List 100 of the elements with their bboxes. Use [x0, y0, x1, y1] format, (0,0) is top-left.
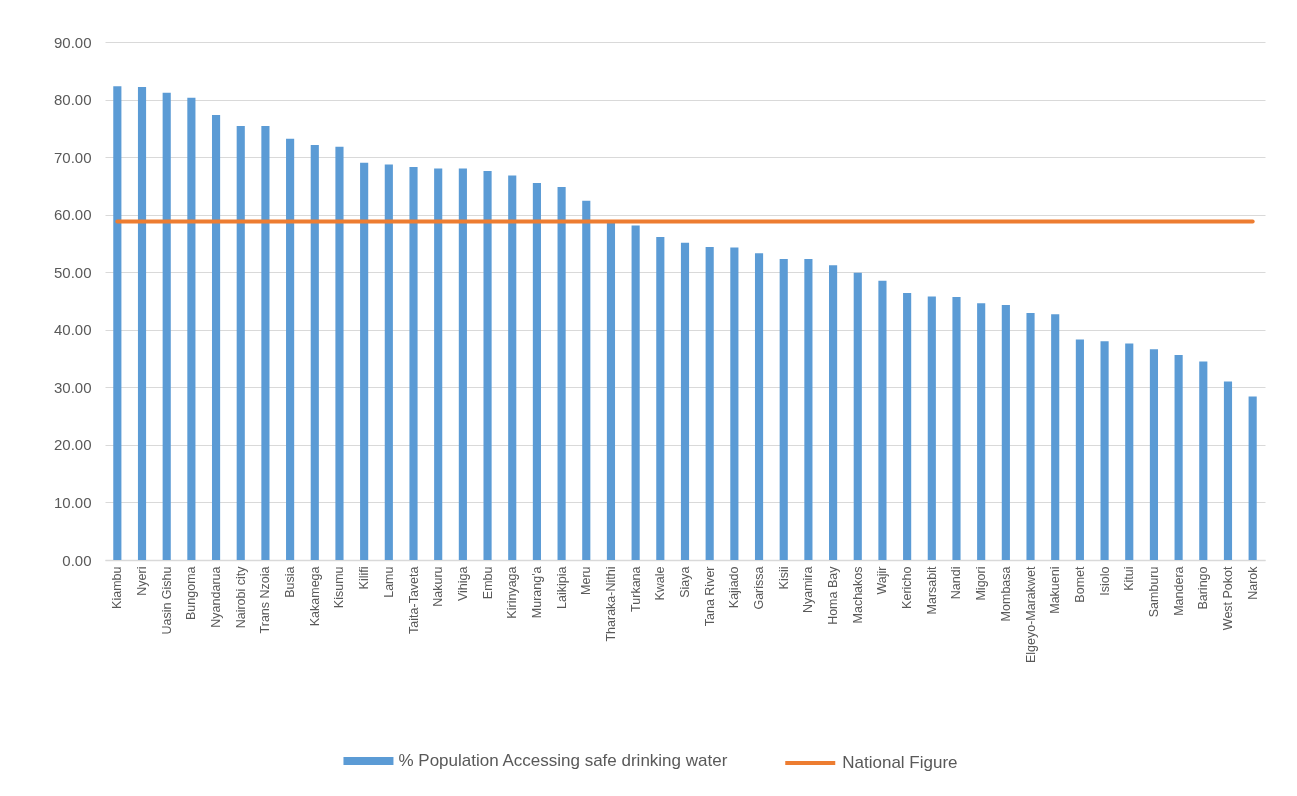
x-tick-label: Lamu: [381, 566, 396, 598]
x-tick-label: Tana River: [702, 566, 717, 627]
bar: [705, 246, 714, 560]
x-tick-label: Machakos: [850, 566, 865, 624]
bar: [730, 247, 739, 560]
y-tick-label: 40.00: [53, 321, 92, 339]
x-tick-label: Kisii: [776, 566, 791, 590]
x-tick-label: Kilifi: [357, 566, 372, 590]
x-tick-label: West Pokot: [1220, 565, 1235, 631]
bar: [360, 162, 369, 560]
bar: [1125, 343, 1134, 560]
x-tick-label: Baringo: [1196, 566, 1211, 610]
x-tick-label: Garissa: [752, 566, 767, 610]
bar: [903, 292, 912, 560]
bar: [335, 146, 344, 560]
y-tick-label: 0.00: [62, 551, 92, 569]
bar: [927, 296, 936, 560]
y-tick-label: 20.00: [53, 436, 92, 454]
bar: [187, 97, 196, 560]
x-tick-label: Homa Bay: [826, 565, 841, 625]
x-tick-label: Siaya: [678, 566, 692, 598]
x-tick-label: Samburu: [1146, 566, 1161, 618]
bar: [211, 115, 221, 560]
x-tick-label: Taita-Taveta: [406, 566, 421, 634]
x-tick-label: Mombasa: [998, 566, 1013, 622]
bar: [656, 237, 665, 560]
x-tick-label: Busia: [283, 566, 298, 598]
x-tick-label: Turkana: [628, 566, 643, 612]
y-tick-label: 50.00: [53, 263, 92, 281]
x-tick-label: Kakamega: [307, 566, 322, 627]
x-tick-label: Laikipia: [554, 566, 569, 609]
x-tick-label: Uasin Gishu: [159, 566, 174, 635]
bar: [853, 272, 862, 560]
bar: [557, 187, 566, 560]
y-tick-label: 70.00: [53, 148, 92, 166]
y-tick-label: 80.00: [53, 91, 92, 109]
bar: [631, 225, 640, 560]
bar: [1248, 396, 1257, 560]
bar: [409, 166, 418, 560]
bar: [952, 296, 961, 560]
bar: [1223, 381, 1233, 560]
legend-label: National Figure: [842, 753, 958, 772]
x-tick-label: Narok: [1245, 565, 1260, 600]
bar: [236, 126, 245, 560]
bar: [606, 222, 616, 560]
y-tick-label: 30.00: [53, 378, 92, 396]
x-tick-label: Nandi: [949, 566, 964, 600]
bar: [137, 86, 147, 560]
x-tick-label: Nairobi city: [233, 565, 248, 629]
x-tick-label: Kericho: [900, 566, 915, 609]
x-tick-label: Nyandarua: [209, 566, 224, 628]
bar: [508, 175, 517, 560]
y-tick-label: 90.00: [53, 33, 92, 51]
x-tick-label: Kwale: [653, 566, 668, 601]
x-tick-label: Tharaka-Nithi: [603, 566, 618, 642]
bar: [804, 258, 813, 560]
x-tick-label: Kajiado: [727, 566, 742, 609]
x-tick-label: Kisumu: [332, 566, 347, 609]
x-tick-label: Bungoma: [184, 566, 199, 621]
x-tick-label: Kiambu: [110, 566, 125, 609]
y-tick-label: 10.00: [53, 493, 92, 511]
x-tick-label: Makueni: [1048, 566, 1063, 614]
bar: [1199, 361, 1208, 560]
x-tick-label: Isiolo: [1097, 566, 1112, 596]
x-tick-label: Migori: [974, 566, 989, 601]
x-tick-label: Nyeri: [135, 566, 150, 596]
bar: [1001, 305, 1010, 560]
bar: [829, 265, 838, 560]
bar: [680, 242, 690, 560]
bar: [1149, 349, 1159, 560]
x-tick-label: Kitui: [1122, 566, 1137, 591]
bar: [310, 145, 319, 560]
x-tick-label: Embu: [480, 566, 495, 600]
bar: [458, 168, 467, 560]
legend-label: % Population Accessing safe drinking water: [398, 751, 728, 770]
x-tick-label: Mandera: [1171, 566, 1186, 616]
bar: [113, 86, 122, 560]
x-tick-label: Nyamira: [801, 566, 816, 614]
x-tick-label: Marsabit: [924, 565, 939, 615]
bar: [1051, 314, 1060, 560]
bar: [286, 138, 295, 560]
bar: [1174, 355, 1183, 560]
bar: [878, 280, 887, 560]
bar: [1026, 313, 1035, 560]
bar: [162, 92, 171, 560]
y-tick-label: 60.00: [53, 206, 92, 224]
bar: [1075, 339, 1084, 560]
bar: [582, 200, 591, 560]
x-tick-label: Wajir: [875, 566, 890, 595]
bar: [1100, 341, 1109, 560]
bar: [261, 126, 270, 560]
x-tick-label: Elgeyo-Marakwet: [1023, 565, 1038, 664]
bar: [532, 183, 541, 560]
bar: [754, 253, 764, 560]
x-tick-label: Murang'a: [529, 566, 544, 619]
x-tick-label: Nakuru: [431, 566, 446, 607]
x-tick-label: Vihiga: [455, 566, 470, 602]
bar: [977, 303, 986, 560]
x-tick-label: Trans Nzoia: [258, 566, 273, 634]
bar: [779, 258, 788, 560]
